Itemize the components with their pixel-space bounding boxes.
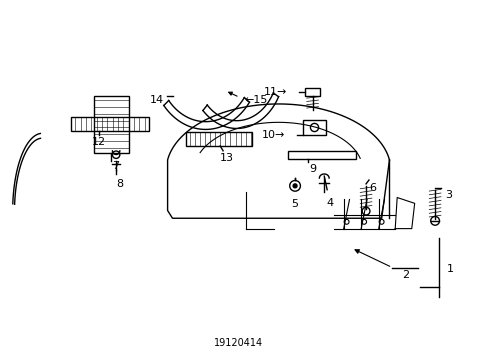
Text: 1: 1 [446,265,453,274]
Circle shape [292,184,296,188]
Text: 7: 7 [112,161,120,171]
Text: ←15: ←15 [244,95,267,105]
Text: 19120414: 19120414 [214,338,263,348]
Text: 3: 3 [444,190,451,199]
Text: 9: 9 [308,164,315,174]
Text: 4: 4 [326,198,333,208]
Text: 5: 5 [291,199,298,209]
Text: 2: 2 [402,270,408,280]
Text: 8: 8 [116,179,123,189]
Text: 12: 12 [91,137,105,147]
Text: 10→: 10→ [262,130,285,140]
Text: 6: 6 [368,183,376,193]
Text: 14: 14 [150,95,163,105]
Text: 11→: 11→ [264,87,287,98]
Text: 13: 13 [220,153,234,163]
